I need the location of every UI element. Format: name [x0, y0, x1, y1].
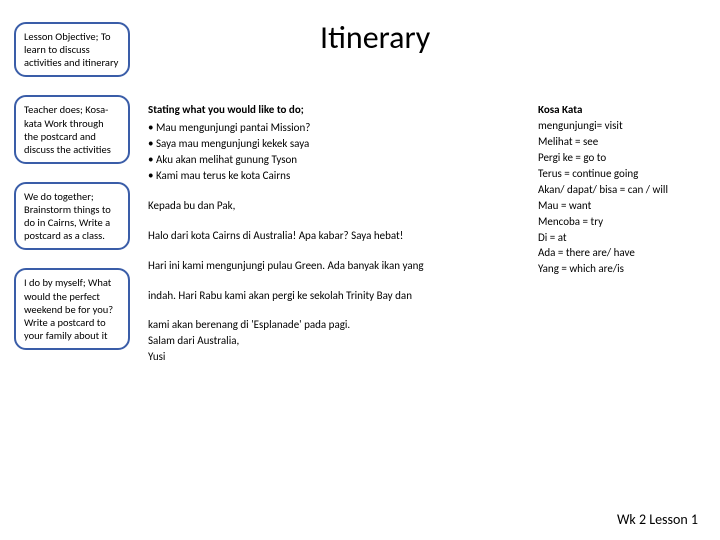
vocab-line: Melihat = see	[538, 134, 708, 150]
main-content: Stating what you would like to do; • Mau…	[148, 102, 510, 365]
vocab-line: Akan/ dapat/ bisa = can / will	[538, 182, 708, 198]
vocab-line: Ada = there are/ have	[538, 245, 708, 261]
vocab-line: Terus = continue going	[538, 166, 708, 182]
postcard-line: kami akan berenang di 'Esplanade' pada p…	[148, 317, 510, 333]
page-title: Itinerary	[320, 18, 430, 57]
postcard-line: Hari ini kami mengunjungi pulau Green. A…	[148, 258, 510, 274]
bullet-list: • Mau mengunjungi pantai Mission? • Saya…	[148, 120, 510, 184]
vocab-line: mengunjungi= visit	[538, 118, 708, 134]
vocab-line: Mau = want	[538, 198, 708, 214]
vocab-line: Pergi ke = go to	[538, 150, 708, 166]
vocab-line: Yang = which are/is	[538, 261, 708, 277]
footer-label: Wk 2 Lesson 1	[617, 511, 698, 528]
callout-together: We do together; Brainstorm things to do …	[14, 182, 130, 251]
callout-objective: Lesson Objective; To learn to discuss ac…	[14, 22, 130, 77]
bullet-item: • Kami mau terus ke kota Cairns	[148, 168, 510, 184]
bullet-item: • Aku akan melihat gunung Tyson	[148, 152, 510, 168]
vocabulary-panel: Kosa Kata mengunjungi= visit Melihat = s…	[538, 102, 708, 277]
vocab-heading: Kosa Kata	[538, 102, 708, 118]
sidebar: Lesson Objective; To learn to discuss ac…	[14, 22, 134, 368]
stating-heading: Stating what you would like to do;	[148, 102, 510, 118]
postcard-line: indah. Hari Rabu kami akan pergi ke seko…	[148, 288, 510, 304]
vocab-line: Di = at	[538, 230, 708, 246]
vocab-line: Mencoba = try	[538, 214, 708, 230]
postcard-line: Halo dari kota Cairns di Australia! Apa …	[148, 228, 510, 244]
callout-teacher: Teacher does; Kosa-kata Work through the…	[14, 95, 130, 164]
bullet-item: • Mau mengunjungi pantai Mission?	[148, 120, 510, 136]
postcard-line: Salam dari Australia,	[148, 333, 510, 349]
bullet-item: • Saya mau mengunjungi kekek saya	[148, 136, 510, 152]
postcard-line: Yusi	[148, 349, 510, 365]
postcard-line: Kepada bu dan Pak,	[148, 198, 510, 214]
callout-myself: I do by myself; What would the perfect w…	[14, 268, 130, 350]
